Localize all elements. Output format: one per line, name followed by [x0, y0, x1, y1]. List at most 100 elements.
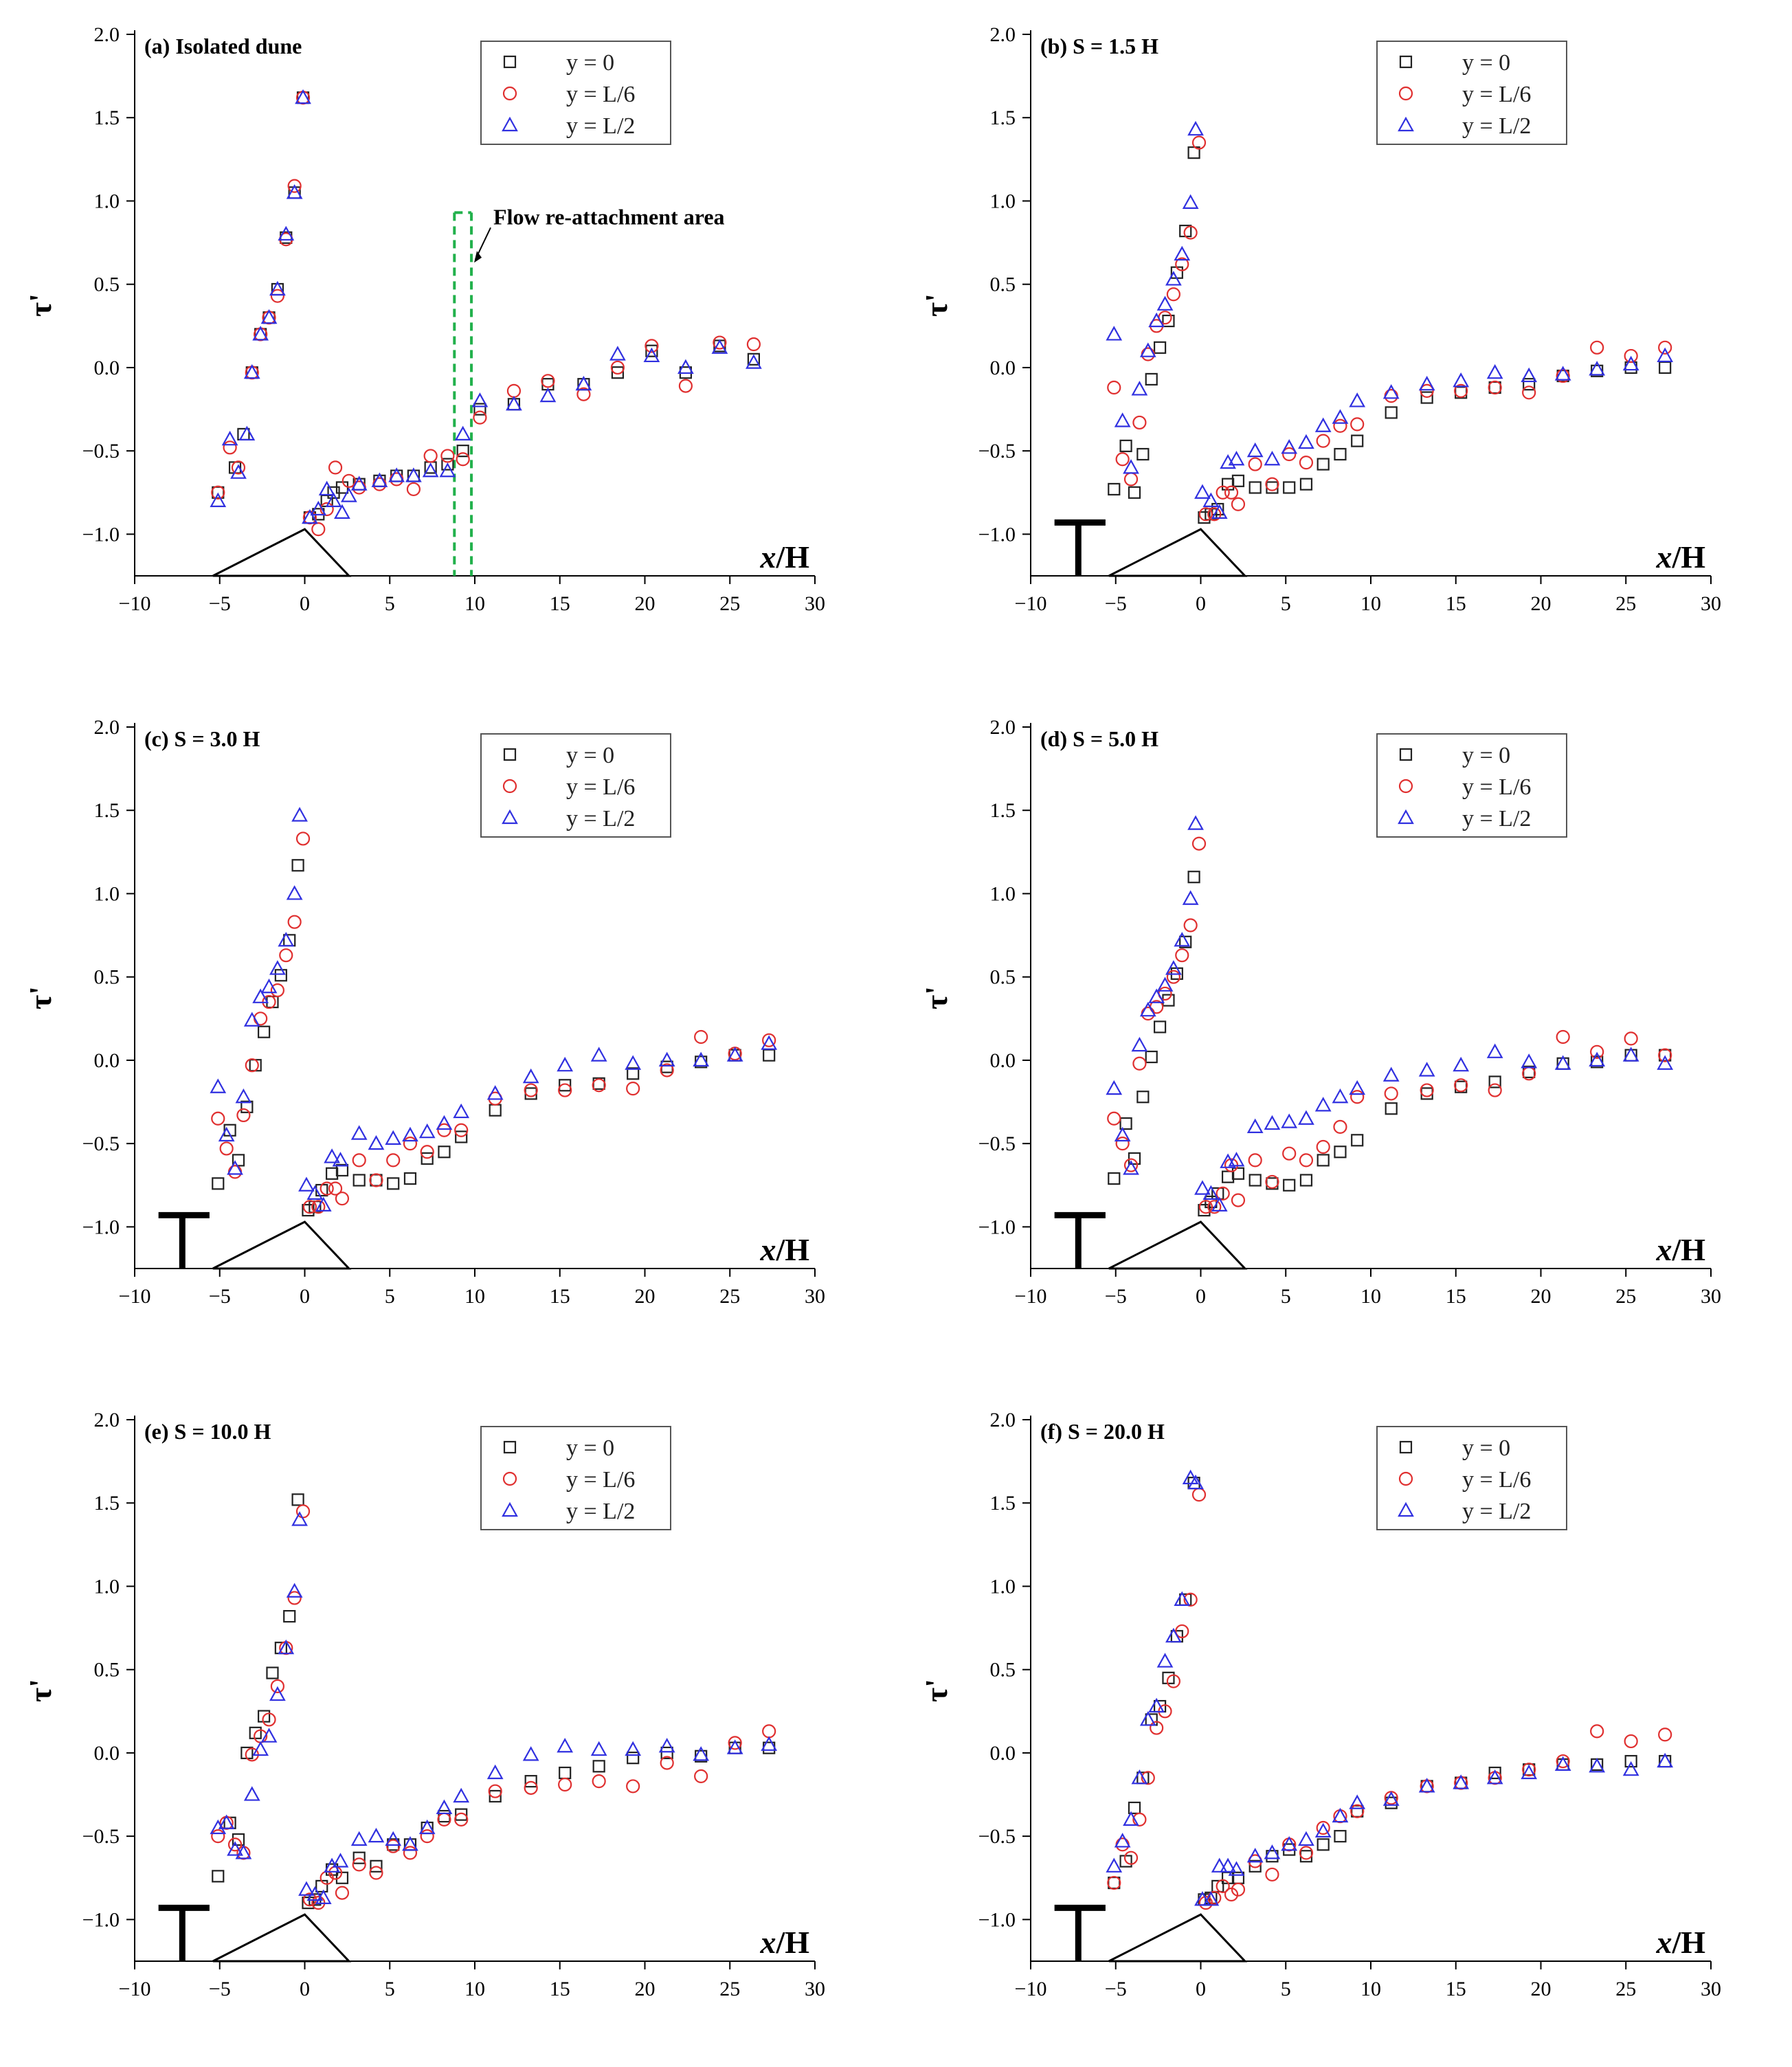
data-point	[1205, 1195, 1218, 1209]
data-point	[235, 1088, 252, 1104]
data-point	[390, 472, 404, 487]
chart-panel-d: −10 −5 0 5 10 15 20 25 30 −1.0 −0.5 0.0 0.5 1.0 1.5 2.0…	[896, 693, 1792, 1374]
y-axis-title: τ'	[919, 293, 954, 317]
data-point	[1123, 459, 1139, 474]
data-point	[302, 1897, 315, 1910]
legend-label: y = L/6	[566, 774, 635, 800]
data-point	[232, 1154, 245, 1167]
data-point	[1108, 482, 1121, 496]
data-point	[1150, 1721, 1164, 1735]
data-point	[252, 326, 269, 341]
x-tick-label: 20	[635, 1285, 656, 1308]
y-tick-label: 2.0	[990, 1409, 1016, 1431]
data-point	[763, 1049, 776, 1062]
data-point	[1174, 245, 1191, 261]
data-point	[235, 1844, 252, 1859]
data-point	[1521, 367, 1538, 383]
data-point	[677, 359, 694, 375]
data-point	[1128, 486, 1141, 499]
data-point	[1488, 1766, 1501, 1780]
data-point	[1334, 1146, 1347, 1159]
data-point	[728, 1736, 742, 1750]
annotation-arrowhead	[474, 251, 482, 263]
data-point	[1187, 871, 1200, 884]
data-point	[368, 1135, 385, 1150]
x-tick-label: −5	[1105, 592, 1127, 615]
series-circle	[1107, 1488, 1672, 1910]
data-point	[1165, 960, 1182, 975]
data-point	[1521, 1053, 1538, 1069]
data-point	[1657, 347, 1674, 363]
data-point	[369, 1866, 383, 1880]
data-point	[1141, 1006, 1155, 1021]
data-point	[473, 410, 487, 425]
y-tick-label: 1.5	[94, 799, 120, 822]
legend-label: y = L/6	[566, 82, 635, 107]
legend-box	[1376, 733, 1567, 838]
data-point	[439, 462, 456, 478]
x-tick-label: 5	[385, 1285, 395, 1308]
data-point	[1198, 1200, 1213, 1214]
y-tick-label: 1.5	[94, 1492, 120, 1515]
data-point	[227, 1165, 243, 1179]
data-point	[1123, 1158, 1139, 1172]
data-point	[332, 1152, 349, 1167]
data-point	[386, 1839, 401, 1853]
data-point	[1317, 1838, 1330, 1851]
data-point	[590, 1741, 607, 1756]
data-point	[592, 1760, 605, 1773]
data-point	[334, 504, 350, 519]
data-point	[369, 1173, 383, 1187]
data-point	[1351, 1134, 1364, 1147]
data-point	[295, 89, 311, 104]
x-axis-title: x/H	[1655, 1232, 1705, 1267]
data-point	[1384, 389, 1398, 403]
data-point	[1454, 383, 1468, 398]
data-point	[388, 467, 405, 482]
data-point	[1281, 1836, 1298, 1851]
data-point	[1382, 384, 1400, 399]
data-point	[626, 1082, 640, 1096]
data-point	[711, 339, 728, 354]
data-point	[453, 1103, 470, 1119]
data-point	[610, 360, 625, 375]
data-point	[269, 280, 286, 296]
x-tick-label: 10	[464, 592, 485, 615]
y-tick-label: −0.5	[978, 1132, 1016, 1155]
data-point	[1183, 1592, 1198, 1607]
x-tick-label: 25	[719, 1978, 740, 2000]
data-point	[1191, 135, 1207, 150]
data-point	[627, 1067, 640, 1080]
data-point	[418, 1819, 436, 1835]
panel-title: (b) S = 1.5 H	[1040, 34, 1158, 58]
legend-marker	[503, 748, 517, 761]
data-point	[1334, 447, 1347, 461]
data-point	[1211, 1879, 1224, 1892]
data-point	[219, 1141, 234, 1156]
data-point	[1622, 355, 1639, 371]
x-tick-label: 20	[1531, 592, 1552, 615]
legend-label: y = 0	[1462, 743, 1510, 768]
data-point	[227, 1160, 243, 1175]
y-axis-title: τ'	[23, 1679, 58, 1702]
data-point	[1589, 1758, 1606, 1773]
x-tick-label: 25	[719, 592, 740, 615]
data-point	[1488, 1075, 1501, 1088]
legend-label: y = 0	[566, 743, 614, 768]
data-point	[1211, 504, 1228, 519]
data-point	[1145, 372, 1158, 386]
data-point	[486, 1085, 504, 1100]
data-point	[260, 978, 278, 994]
data-point	[287, 915, 302, 929]
data-point	[625, 1741, 642, 1756]
data-point	[1166, 287, 1180, 302]
data-point	[386, 1153, 401, 1167]
data-point	[1175, 257, 1189, 271]
x-tick-label: 0	[300, 592, 310, 615]
data-point	[245, 1058, 259, 1073]
data-point	[1590, 1724, 1604, 1739]
data-point	[340, 487, 357, 502]
data-point	[291, 1493, 304, 1506]
data-point	[1299, 1846, 1314, 1860]
series-triangle	[210, 807, 778, 1211]
